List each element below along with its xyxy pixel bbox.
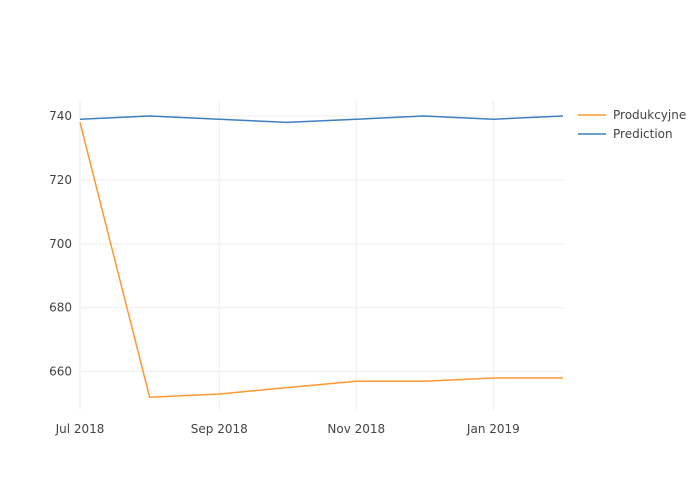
- x-tick-label: Nov 2018: [327, 422, 385, 436]
- x-axis-ticks: Jul 2018 Sep 2018 Nov 2018 Jan 2019: [55, 422, 520, 436]
- legend-label: Produkcyjne: [613, 108, 686, 122]
- grid: [79, 100, 563, 410]
- series-line-prediction: [79, 115, 564, 124]
- x-tick-label: Sep 2018: [191, 422, 248, 436]
- legend-label: Prediction: [613, 127, 673, 141]
- y-axis-ticks: 660 680 700 720 740: [49, 109, 72, 379]
- y-tick-label: 720: [49, 173, 72, 187]
- legend[interactable]: Produkcyjne Prediction: [578, 108, 686, 141]
- y-tick-label: 700: [49, 237, 72, 251]
- legend-item-prediction[interactable]: Prediction: [578, 127, 673, 141]
- series-line-produkcyjne: [79, 122, 563, 398]
- y-tick-label: 660: [49, 365, 72, 379]
- y-tick-label: 680: [49, 301, 72, 315]
- legend-item-produkcyjne[interactable]: Produkcyjne: [578, 108, 686, 122]
- x-tick-label: Jul 2018: [55, 422, 105, 436]
- x-tick-label: Jan 2019: [466, 422, 520, 436]
- y-tick-label: 740: [49, 109, 72, 123]
- series-lines: [79, 115, 564, 398]
